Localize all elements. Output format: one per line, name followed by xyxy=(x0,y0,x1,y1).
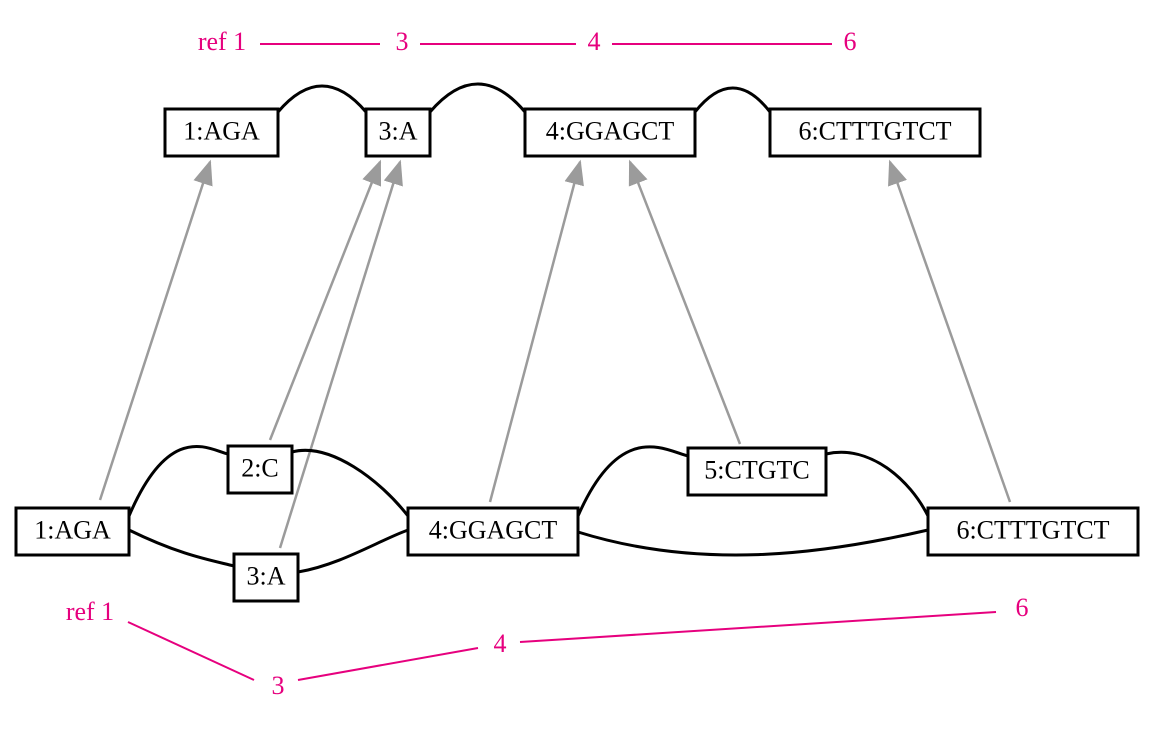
bottom-node-5-label: 5:CTGTC xyxy=(704,455,809,484)
ref-connector xyxy=(128,622,254,680)
bottom-node-1-label: 1:AGA xyxy=(34,515,111,544)
bottom-ref-label: 6 xyxy=(1016,593,1029,622)
mapping-arrow xyxy=(630,162,740,444)
ref-connector xyxy=(520,612,996,642)
mapping-arrow xyxy=(100,162,210,500)
mapping-arrow xyxy=(280,162,400,548)
top-ref-label: 3 xyxy=(396,27,409,56)
mapping-arrow xyxy=(270,162,380,440)
top-ref-label: 4 xyxy=(588,27,601,56)
bottom-arc xyxy=(129,446,228,516)
bottom-ref-label: ref 1 xyxy=(66,597,114,626)
mapping-arrow xyxy=(490,162,580,502)
bottom-arc xyxy=(826,452,928,516)
bottom-arc xyxy=(292,450,408,516)
bottom-node-6-label: 6:CTTTGTCT xyxy=(956,515,1109,544)
top-node-6-label: 6:CTTTGTCT xyxy=(798,116,951,145)
top-arc xyxy=(430,84,525,112)
bottom-node-2-label: 2:C xyxy=(241,453,279,482)
top-node-3-label: 3:A xyxy=(379,116,418,145)
top-ref-label: ref 1 xyxy=(198,27,246,56)
bottom-arc xyxy=(578,447,688,516)
top-node-4-label: 4:GGAGCT xyxy=(546,116,675,145)
bottom-node-3-label: 3:A xyxy=(247,561,286,590)
top-ref-label: 6 xyxy=(844,27,857,56)
bottom-arc xyxy=(578,530,928,555)
ref-connector xyxy=(298,648,478,680)
mapping-arrow xyxy=(890,162,1010,502)
bottom-arc xyxy=(298,530,408,572)
bottom-node-4-label: 4:GGAGCT xyxy=(429,515,558,544)
bottom-arc xyxy=(129,530,234,566)
bottom-ref-label: 3 xyxy=(272,671,285,700)
top-arc xyxy=(278,86,366,112)
bottom-ref-label: 4 xyxy=(494,629,507,658)
top-node-1-label: 1:AGA xyxy=(183,116,260,145)
top-arc xyxy=(695,88,770,112)
